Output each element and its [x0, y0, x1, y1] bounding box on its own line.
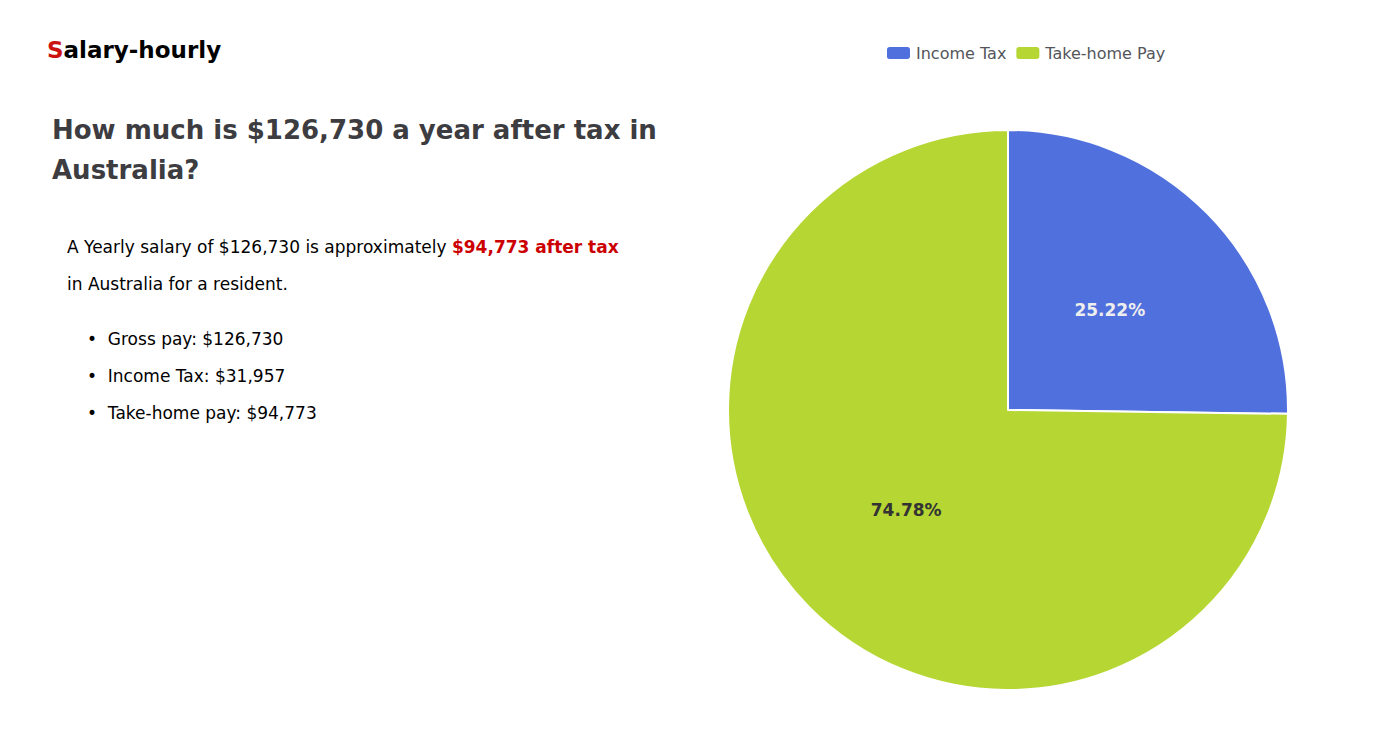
svg-text:• Income Tax: $31,957: • Income Tax: $31,957	[87, 366, 285, 386]
svg-text:• Gross pay: $126,730: • Gross pay: $126,730	[87, 329, 283, 349]
svg-text:Take-home Pay: Take-home Pay	[1044, 44, 1165, 63]
svg-text:A Yearly salary of $126,730 is: A Yearly salary of $126,730 is approxima…	[67, 237, 452, 257]
svg-text:alary-hourly: alary-hourly	[64, 37, 222, 63]
svg-text:Income Tax: Income Tax	[916, 44, 1006, 63]
svg-text:• Take-home pay: $94,773: • Take-home pay: $94,773	[87, 403, 317, 423]
svg-text:25.22%: 25.22%	[1074, 300, 1145, 320]
svg-text:S: S	[47, 37, 64, 63]
svg-text:How much is $126,730 a year af: How much is $126,730 a year after tax in	[52, 115, 657, 145]
svg-text:Australia?: Australia?	[52, 155, 199, 185]
svg-text:74.78%: 74.78%	[871, 500, 942, 520]
svg-text:$94,773 after tax: $94,773 after tax	[452, 237, 619, 257]
svg-text:in Australia for a resident.: in Australia for a resident.	[67, 274, 288, 294]
